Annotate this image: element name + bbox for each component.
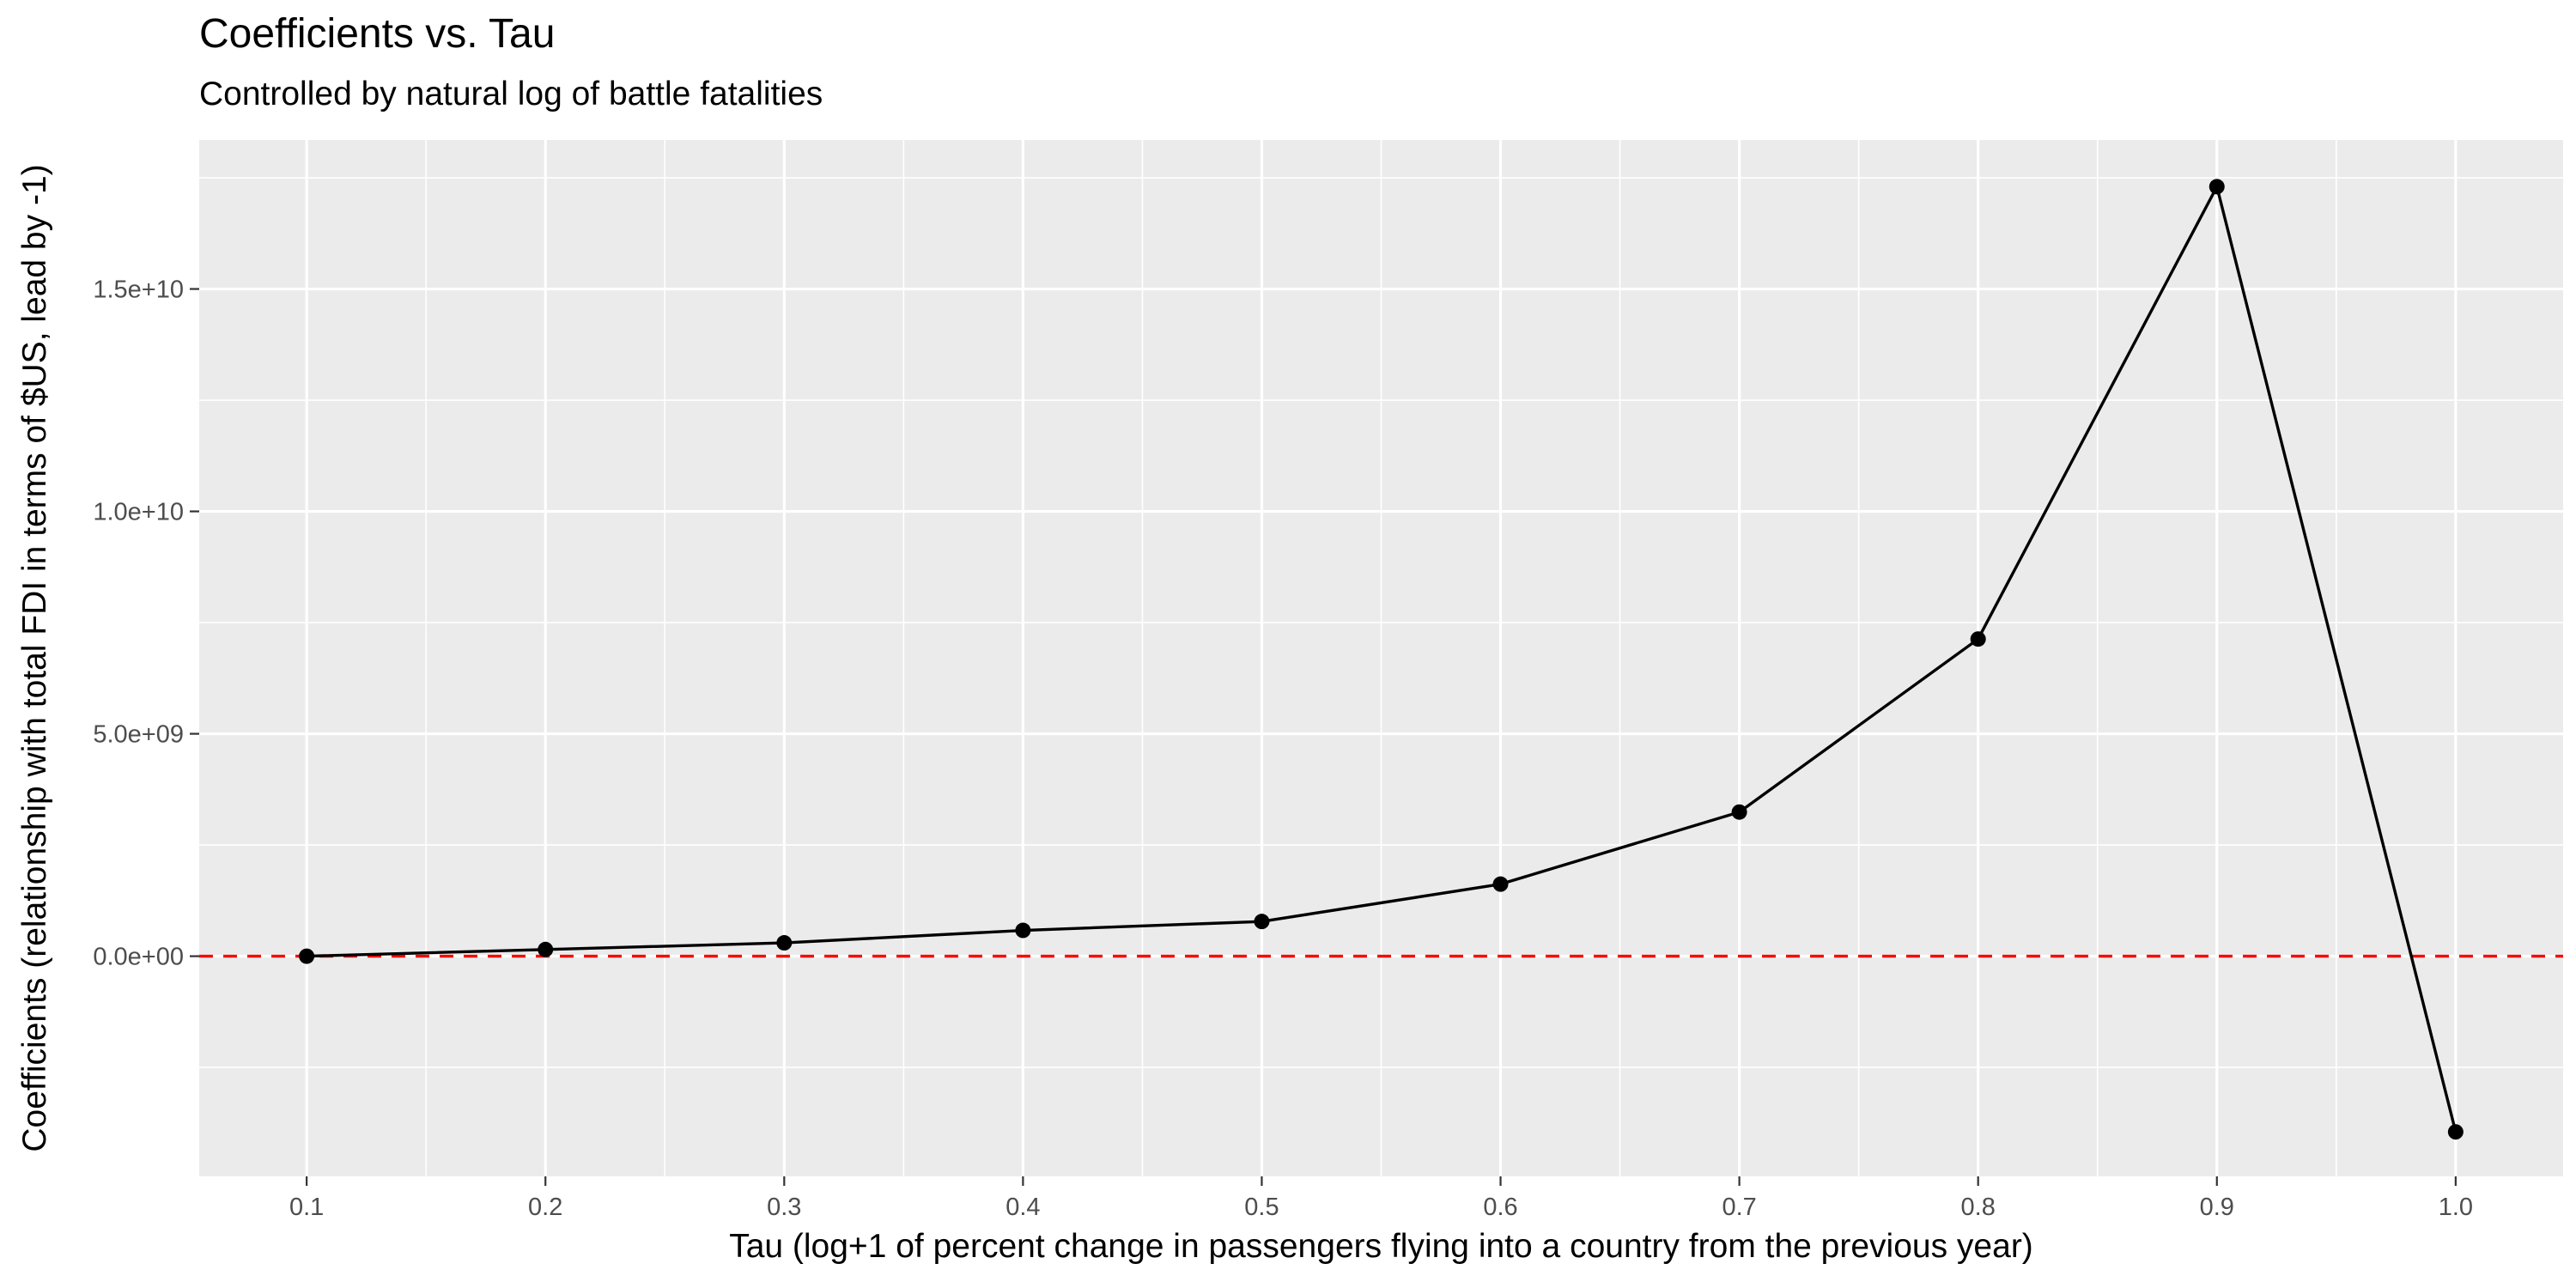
data-point [2447,1124,2464,1140]
x-tick-label: 0.2 [528,1194,562,1221]
data-point [776,935,793,951]
data-point [1492,876,1509,892]
x-tick-label: 0.3 [767,1194,801,1221]
series-line [307,185,2458,1133]
x-tick-label: 0.4 [1005,1194,1040,1221]
x-axis-title: Tau (log+1 of percent change in passenge… [729,1228,2033,1265]
data-point [538,941,554,957]
data-point [1731,804,1747,820]
chart-title: Coefficients vs. Tau [199,11,556,57]
data-point [299,948,315,964]
data-point [2208,179,2225,195]
data-point [1015,922,1031,939]
x-tick-label: 0.5 [1244,1194,1279,1221]
y-tick-label: 1.5e+10 [93,276,184,304]
y-tick-label: 1.0e+10 [93,499,184,526]
x-axis: 0.1 0.2 0.3 0.4 0.5 0.6 0.7 0.8 0.9 1.0 [289,1176,2473,1221]
data-point [1254,914,1270,930]
data-points [299,179,2464,1140]
x-tick-label: 0.7 [1722,1194,1756,1221]
x-tick-label: 0.8 [1961,1194,1996,1221]
x-tick-label: 1.0 [2439,1194,2473,1221]
x-tick-label: 0.6 [1483,1194,1517,1221]
data-point [1970,631,1986,647]
y-axis-title: Coefficients (relationship with total FD… [16,164,53,1151]
y-tick-label: 0.0e+00 [93,944,184,971]
x-tick-label: 0.9 [2200,1194,2234,1221]
y-axis: 0.0e+00 5.0e+09 1.0e+10 1.5e+10 [93,276,199,971]
y-tick-label: 5.0e+09 [93,721,184,749]
x-tick-label: 0.1 [289,1194,324,1221]
chart-subtitle: Controlled by natural log of battle fata… [199,76,823,112]
